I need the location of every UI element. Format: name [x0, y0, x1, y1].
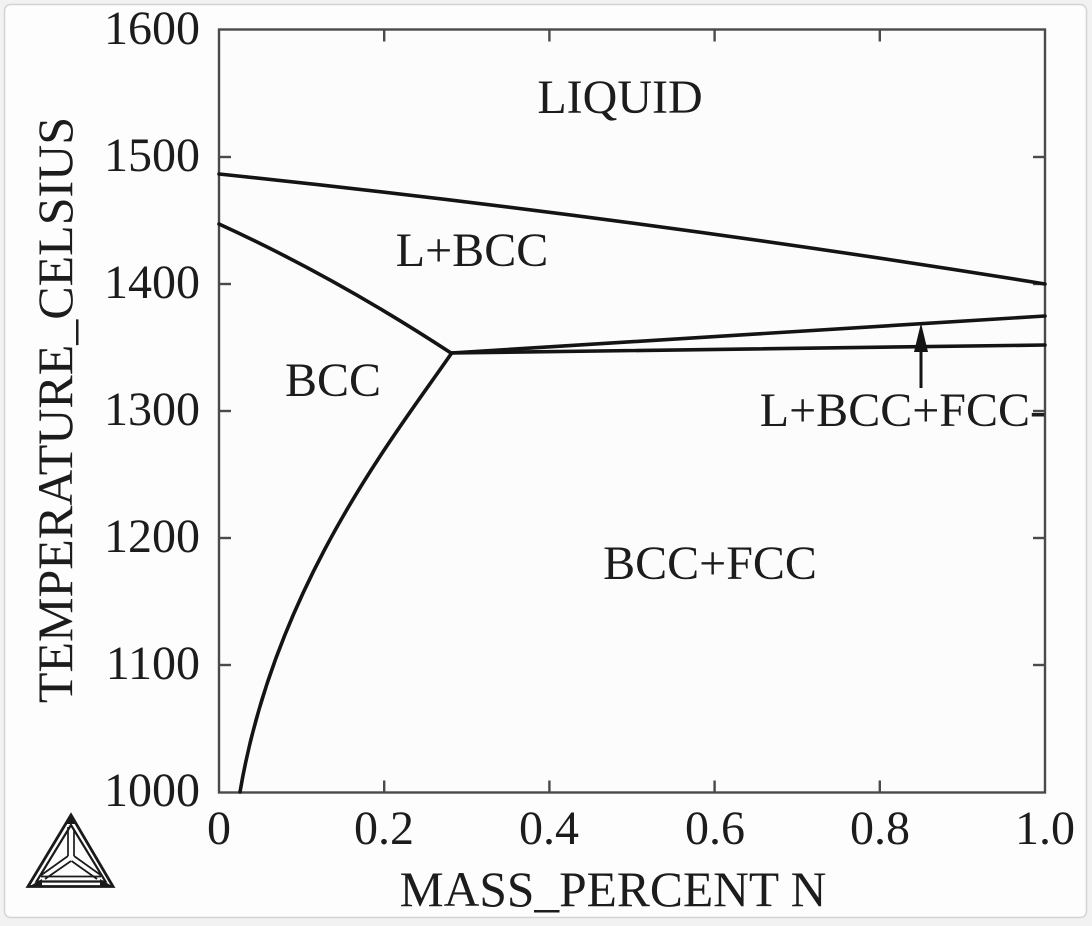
svg-text:L+BCC: L+BCC: [396, 224, 548, 277]
svg-text:1000: 1000: [104, 764, 200, 817]
svg-text:1100: 1100: [106, 637, 200, 690]
svg-text:0.4: 0.4: [519, 802, 579, 855]
svg-text:1400: 1400: [104, 256, 200, 309]
svg-text:0: 0: [207, 802, 231, 855]
svg-text:TEMPERATURE_CELSIUS: TEMPERATURE_CELSIUS: [27, 117, 83, 703]
svg-text:MASS_PERCENT N: MASS_PERCENT N: [400, 862, 827, 917]
svg-text:1500: 1500: [104, 129, 200, 182]
svg-text:0.6: 0.6: [685, 802, 745, 855]
svg-text:0.8: 0.8: [850, 802, 910, 855]
svg-text:1200: 1200: [104, 510, 200, 563]
svg-text:LIQUID: LIQUID: [537, 71, 702, 124]
svg-text:0.2: 0.2: [354, 802, 414, 855]
svg-text:1300: 1300: [104, 383, 200, 436]
svg-text:1600: 1600: [104, 2, 200, 55]
svg-text:L+BCC+FCC-: L+BCC+FCC-: [760, 384, 1046, 437]
svg-text:BCC: BCC: [285, 354, 381, 407]
svg-text:BCC+FCC: BCC+FCC: [603, 537, 817, 590]
svg-text:1.0: 1.0: [1015, 802, 1075, 855]
